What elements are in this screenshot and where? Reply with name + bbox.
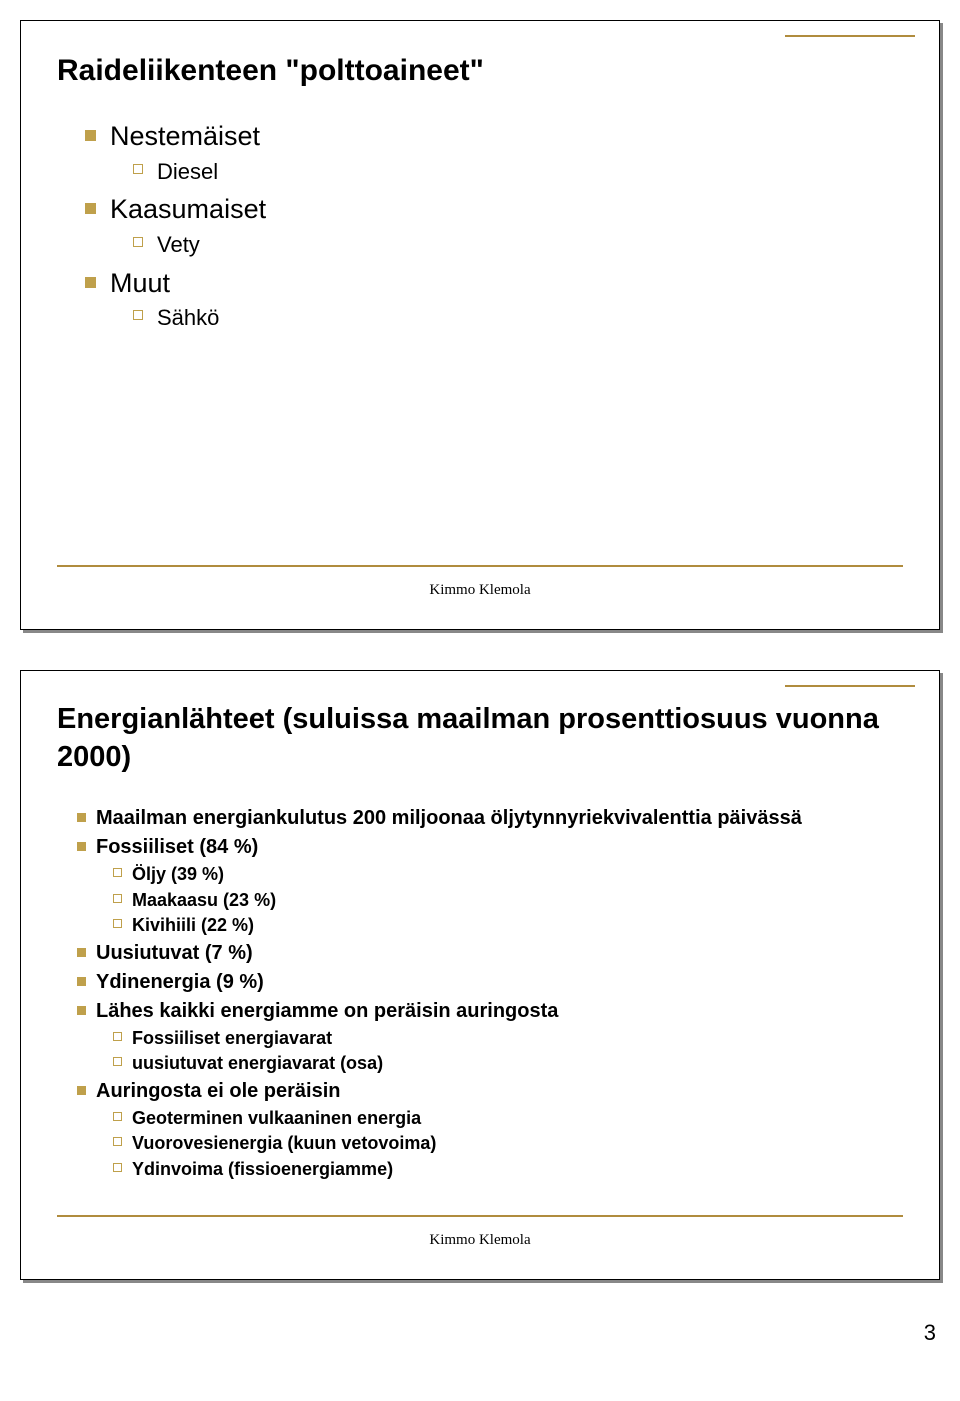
bullet-square-icon [77,1086,86,1095]
bullet-hollow-icon [113,1137,122,1146]
item-label: Maailman energiankulutus 200 miljoonaa ö… [96,806,802,831]
bullet-hollow-icon [113,894,122,903]
bullet-hollow-icon [133,164,143,174]
bullet-hollow-icon [113,868,122,877]
bullet-hollow-icon [113,1112,122,1121]
item-label: Sähkö [157,304,219,332]
slide-title: Raideliikenteen "polttoaineet" [57,51,903,90]
item-label: Uusiutuvat (7 %) [96,941,253,966]
item-label: Nestemäiset [110,120,260,154]
title-accent-line [785,35,915,37]
bullet-hollow-icon [113,1163,122,1172]
item-label: Geoterminen vulkaaninen energia [132,1107,421,1130]
list-subitem: Kivihiili (22 %) [113,914,903,937]
author-name: Kimmo Klemola [429,582,530,599]
item-label: Muut [110,267,170,301]
item-label: Ydinvoima (fissioenergiamme) [132,1158,393,1181]
item-label: Fossiiliset energiavarat [132,1027,332,1050]
list-subitem: Geoterminen vulkaaninen energia [113,1107,903,1130]
bullet-square-icon [85,203,96,214]
list-subitem: Fossiiliset energiavarat [113,1027,903,1050]
bullet-square-icon [77,977,86,986]
footer-accent-line [57,565,903,567]
list-item: Uusiutuvat (7 %) [77,941,903,966]
list-item: Kaasumaiset [85,193,903,227]
list-item: Muut [85,267,903,301]
list-item: Fossiiliset (84 %) [77,835,903,860]
item-label: Fossiiliset (84 %) [96,835,258,860]
item-label: Öljy (39 %) [132,863,224,886]
list-subitem: Diesel [133,158,903,186]
list-item: Lähes kaikki energiamme on peräisin auri… [77,999,903,1024]
item-label: Kivihiili (22 %) [132,914,254,937]
item-label: Vuorovesienergia (kuun vetovoima) [132,1132,436,1155]
bullet-square-icon [77,842,86,851]
list-item: Auringosta ei ole peräisin [77,1079,903,1104]
bullet-square-icon [77,813,86,822]
bullet-hollow-icon [113,1032,122,1041]
bullet-square-icon [85,277,96,288]
item-label: Ydinenergia (9 %) [96,970,264,995]
bullet-hollow-icon [133,237,143,247]
bullet-square-icon [85,130,96,141]
list-item: Ydinenergia (9 %) [77,970,903,995]
author-name: Kimmo Klemola [429,1232,530,1249]
bullet-square-icon [77,948,86,957]
slide-1: Raideliikenteen "polttoaineet" Nestemäis… [20,20,940,630]
item-label: Vety [157,231,200,259]
list-subitem: Vuorovesienergia (kuun vetovoima) [113,1132,903,1155]
bullet-hollow-icon [133,310,143,320]
list-subitem: Öljy (39 %) [113,863,903,886]
bullet-square-icon [77,1006,86,1015]
slide-2: Energianlähteet (suluissa maailman prose… [20,670,940,1280]
item-label: Auringosta ei ole peräisin [96,1079,341,1104]
list-subitem: Vety [133,231,903,259]
slide-title: Energianlähteet (suluissa maailman prose… [57,701,903,776]
list-subitem: uusiutuvat energiavarat (osa) [113,1052,903,1075]
title-accent-line [785,685,915,687]
item-label: uusiutuvat energiavarat (osa) [132,1052,383,1075]
list-subitem: Ydinvoima (fissioenergiamme) [113,1158,903,1181]
slide1-list: Nestemäiset Diesel Kaasumaiset Vety Muut [57,120,903,332]
bullet-hollow-icon [113,919,122,928]
list-subitem: Maakaasu (23 %) [113,889,903,912]
item-label: Kaasumaiset [110,193,266,227]
item-label: Diesel [157,158,218,186]
bullet-hollow-icon [113,1057,122,1066]
item-label: Maakaasu (23 %) [132,889,276,912]
list-item: Maailman energiankulutus 200 miljoonaa ö… [77,806,903,831]
footer-accent-line [57,1215,903,1217]
item-label: Lähes kaikki energiamme on peräisin auri… [96,999,558,1024]
list-subitem: Sähkö [133,304,903,332]
list-item: Nestemäiset [85,120,903,154]
page-number: 3 [20,1320,940,1346]
slide2-list: Maailman energiankulutus 200 miljoonaa ö… [57,806,903,1180]
